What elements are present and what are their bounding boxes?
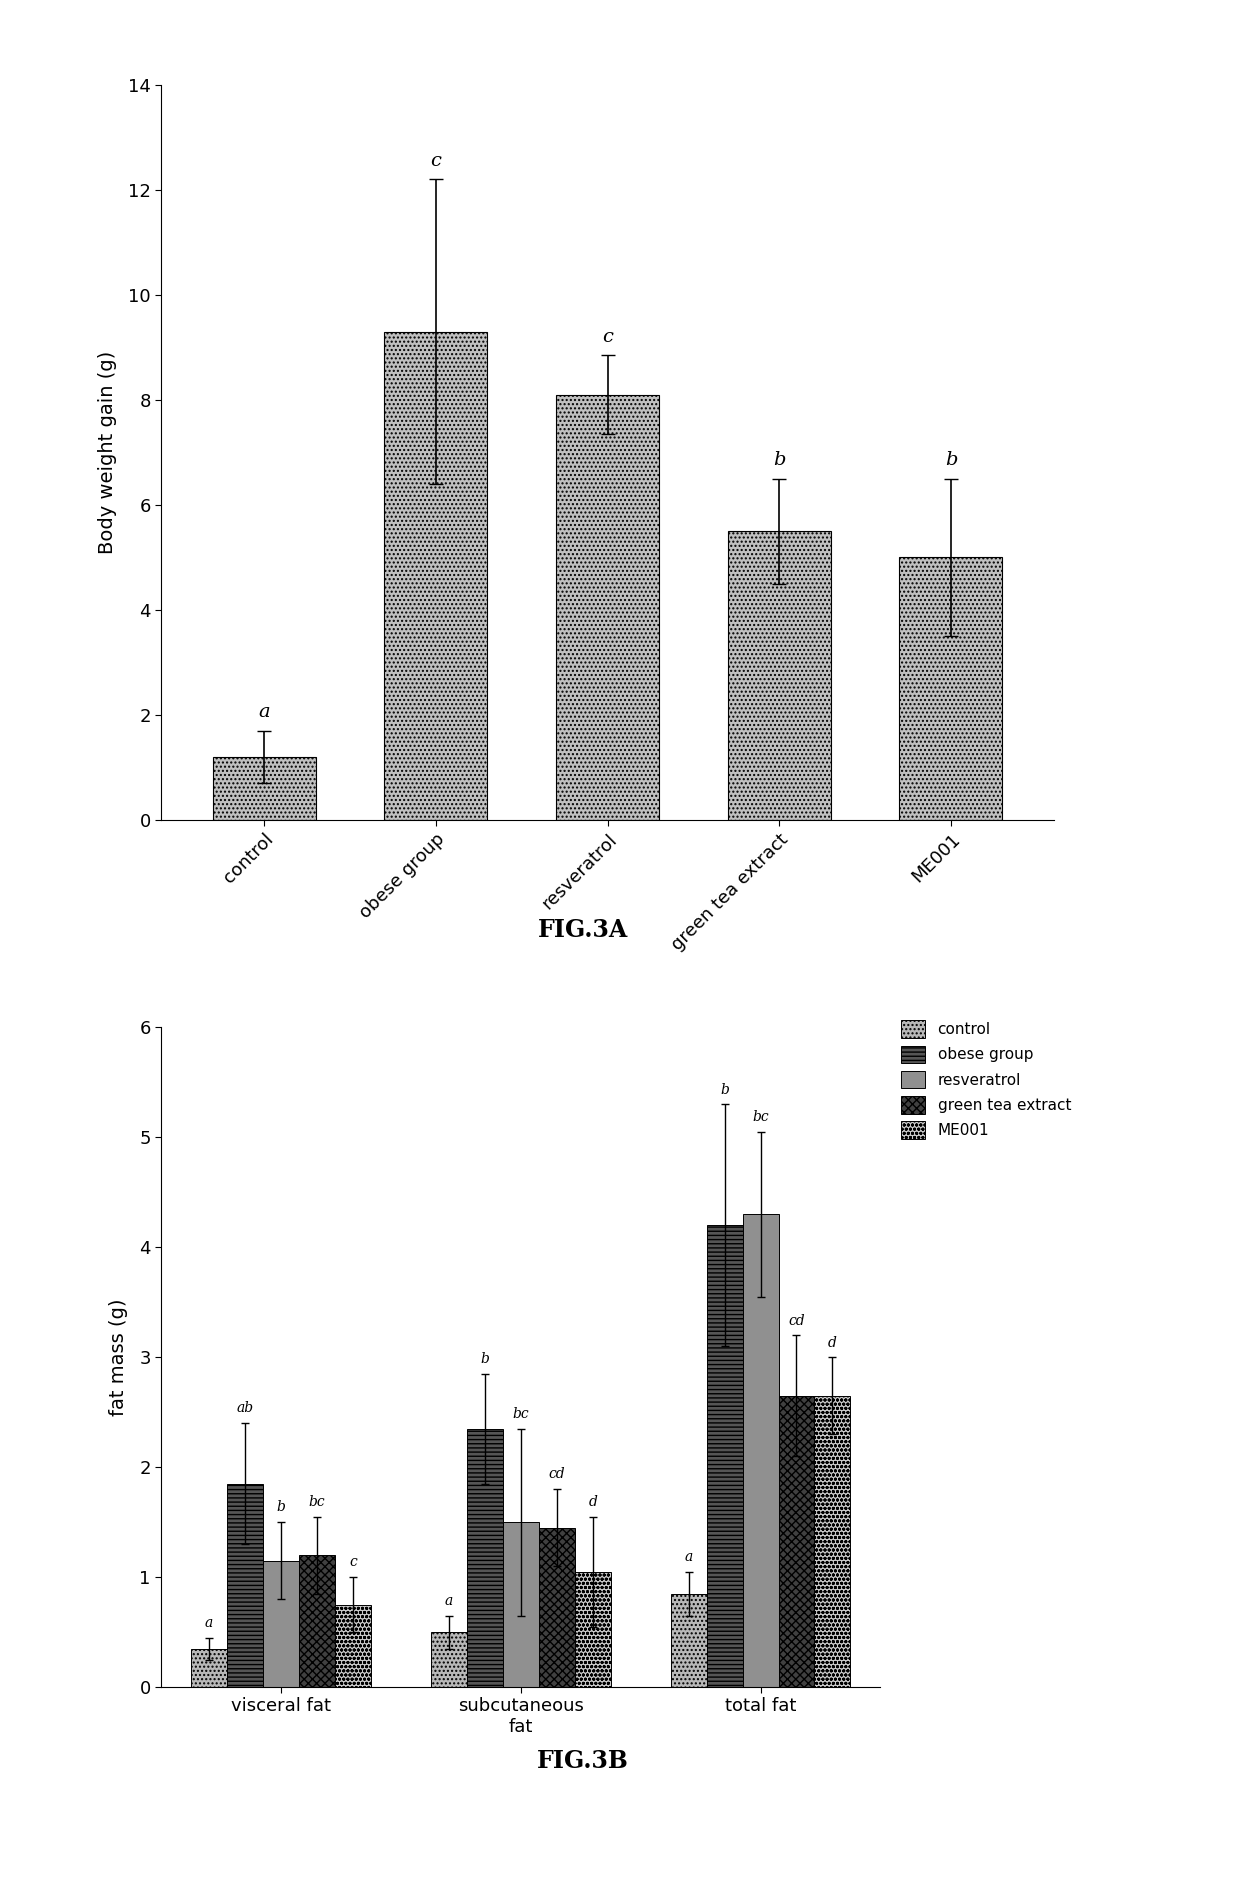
Bar xyxy=(384,332,487,820)
Text: a: a xyxy=(684,1549,693,1565)
Bar xyxy=(299,1555,335,1687)
Text: ab: ab xyxy=(237,1401,254,1416)
Text: b: b xyxy=(945,451,957,469)
Text: cd: cd xyxy=(548,1467,565,1482)
Bar xyxy=(728,532,831,820)
Text: d: d xyxy=(828,1335,837,1350)
Bar xyxy=(263,1561,299,1687)
Text: cd: cd xyxy=(789,1314,805,1327)
Text: FIG.3A: FIG.3A xyxy=(538,918,627,942)
Bar xyxy=(503,1523,538,1687)
Bar xyxy=(671,1593,707,1687)
Bar xyxy=(743,1214,779,1687)
Y-axis label: Body weight gain (g): Body weight gain (g) xyxy=(98,351,117,554)
Text: b: b xyxy=(773,451,786,469)
Bar xyxy=(335,1604,371,1687)
Text: c: c xyxy=(603,328,613,345)
Text: a: a xyxy=(205,1615,213,1631)
Bar xyxy=(466,1429,503,1687)
Text: b: b xyxy=(720,1082,729,1097)
Bar xyxy=(538,1527,574,1687)
Bar xyxy=(899,558,1002,820)
Bar xyxy=(575,1572,610,1687)
Text: a: a xyxy=(445,1595,453,1608)
Y-axis label: fat mass (g): fat mass (g) xyxy=(109,1299,128,1416)
Text: b: b xyxy=(277,1500,285,1514)
Bar xyxy=(432,1632,466,1687)
Text: c: c xyxy=(350,1555,357,1570)
Bar xyxy=(707,1225,743,1687)
Bar xyxy=(227,1483,263,1687)
Text: bc: bc xyxy=(309,1495,325,1508)
Text: a: a xyxy=(258,703,270,722)
Bar xyxy=(779,1395,815,1687)
Text: bc: bc xyxy=(753,1110,769,1123)
Bar xyxy=(213,758,316,820)
Bar xyxy=(556,394,660,820)
Text: FIG.3B: FIG.3B xyxy=(537,1749,629,1774)
Text: d: d xyxy=(588,1495,598,1508)
Text: c: c xyxy=(430,153,441,170)
Text: b: b xyxy=(480,1352,490,1367)
Bar xyxy=(815,1395,851,1687)
Bar xyxy=(191,1649,227,1687)
Text: bc: bc xyxy=(512,1406,529,1421)
Legend: control, obese group, resveratrol, green tea extract, ME001: control, obese group, resveratrol, green… xyxy=(895,1014,1078,1144)
